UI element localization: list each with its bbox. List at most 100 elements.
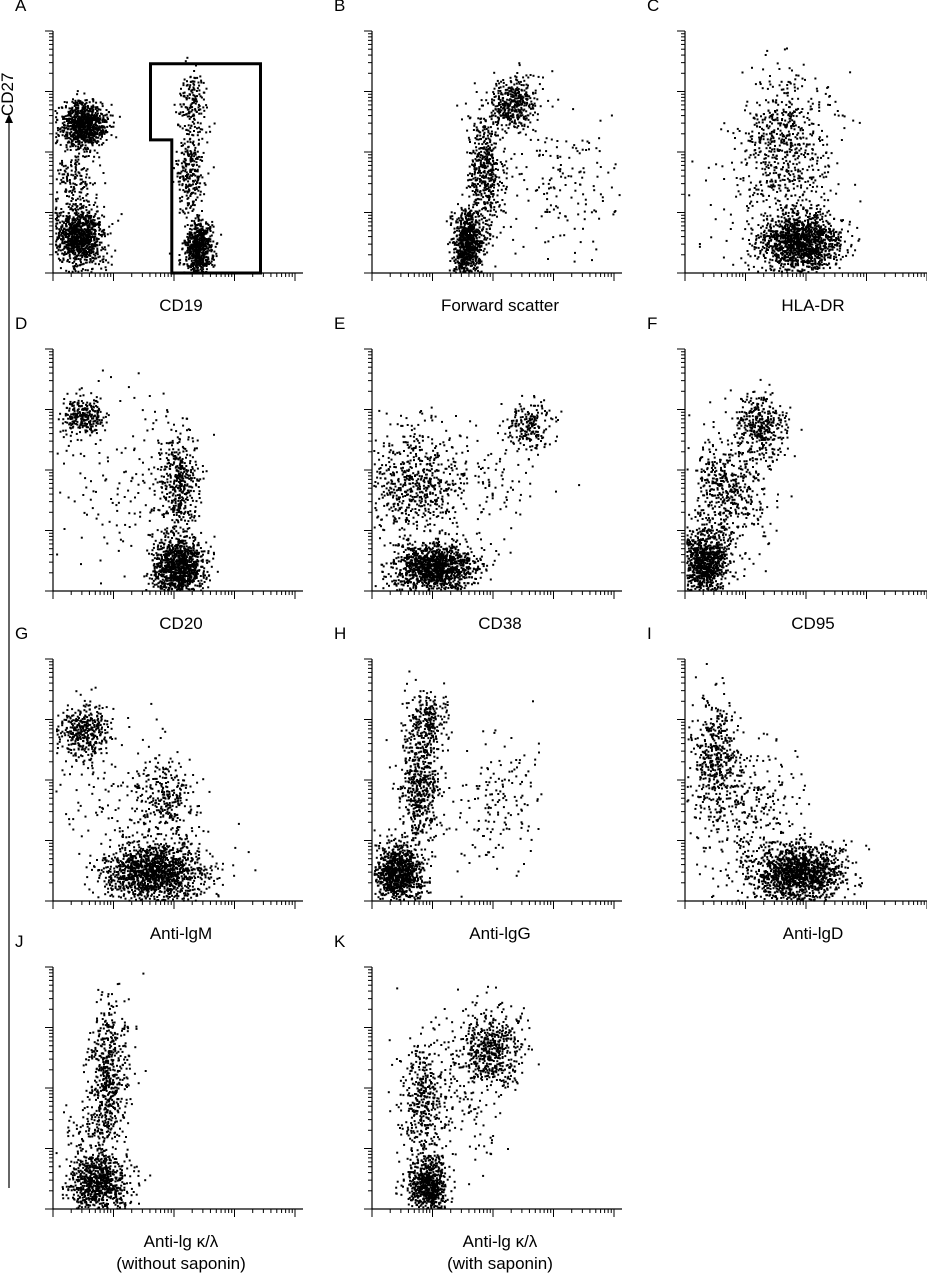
data-point (87, 219, 89, 222)
data-point (91, 228, 94, 231)
data-point (87, 215, 90, 218)
data-point (195, 186, 198, 189)
data-point (195, 188, 198, 191)
data-point (570, 196, 573, 199)
data-point (72, 267, 75, 270)
data-point (56, 191, 59, 194)
data-point (532, 74, 535, 77)
data-point (95, 252, 97, 255)
data-point (92, 253, 95, 256)
data-point (99, 117, 102, 120)
data-point (464, 237, 466, 240)
data-point (65, 240, 68, 243)
data-point (87, 115, 90, 118)
data-point (532, 114, 535, 117)
data-point (534, 104, 537, 107)
data-point (85, 183, 88, 186)
data-point (90, 219, 93, 222)
data-point (508, 119, 511, 122)
data-point (481, 240, 484, 243)
data-point (467, 179, 470, 182)
data-point (91, 107, 94, 110)
data-point (491, 101, 493, 104)
data-point (186, 251, 189, 254)
data-point (99, 164, 102, 167)
data-point (460, 260, 463, 263)
data-point (84, 249, 86, 252)
data-point (196, 134, 199, 137)
data-point (489, 139, 492, 142)
data-point (90, 110, 93, 113)
data-point (88, 224, 91, 227)
data-point (78, 141, 81, 144)
data-point (489, 213, 492, 216)
data-point (109, 232, 112, 235)
data-point (207, 258, 210, 261)
data-point (483, 236, 486, 239)
data-point (196, 87, 199, 90)
data-point (475, 261, 478, 264)
data-point (490, 193, 493, 195)
data-point (484, 148, 487, 151)
data-point (519, 114, 522, 117)
data-point (198, 84, 201, 87)
data-point (451, 257, 454, 260)
data-point (497, 89, 500, 92)
data-point (80, 137, 83, 140)
data-point (77, 232, 80, 235)
data-point (101, 102, 104, 105)
data-point (77, 134, 80, 137)
data-point (69, 114, 72, 117)
data-point (192, 140, 195, 143)
data-point (463, 246, 465, 249)
data-point (477, 117, 480, 120)
data-point (469, 259, 472, 262)
data-point (87, 147, 89, 150)
data-point (478, 151, 481, 154)
data-point (519, 96, 522, 99)
data-point (467, 215, 470, 218)
data-point (70, 240, 73, 243)
data-point (68, 255, 71, 258)
data-point (522, 84, 525, 87)
data-point (476, 243, 479, 246)
data-point (457, 243, 460, 246)
data-point (79, 124, 82, 126)
data-point (192, 94, 195, 97)
data-point (75, 121, 77, 124)
data-point (451, 218, 454, 221)
data-point (519, 99, 522, 102)
data-point (184, 162, 187, 165)
data-point (460, 223, 463, 226)
data-point (505, 101, 508, 104)
data-point (76, 135, 79, 138)
data-point (486, 156, 489, 159)
data-point (455, 244, 458, 246)
data-point (506, 116, 509, 119)
data-point (67, 246, 70, 249)
data-point (460, 219, 462, 222)
data-point (204, 243, 207, 246)
data-point (81, 141, 83, 144)
data-point (470, 262, 473, 265)
data-point (63, 240, 66, 243)
data-point (490, 150, 493, 153)
data-point (60, 238, 62, 241)
data-point (72, 232, 75, 235)
data-point (205, 245, 208, 248)
data-point (456, 255, 459, 258)
data-point (491, 156, 494, 159)
data-point (65, 225, 68, 228)
data-point (484, 152, 487, 155)
data-point (476, 155, 478, 158)
data-point (104, 235, 106, 238)
data-point (199, 193, 202, 196)
data-point (68, 120, 71, 123)
data-point (84, 217, 87, 220)
data-point (96, 130, 99, 133)
data-point (61, 248, 64, 251)
data-point (85, 206, 88, 209)
data-point (61, 235, 64, 238)
data-point (90, 105, 93, 108)
data-point (472, 177, 475, 180)
